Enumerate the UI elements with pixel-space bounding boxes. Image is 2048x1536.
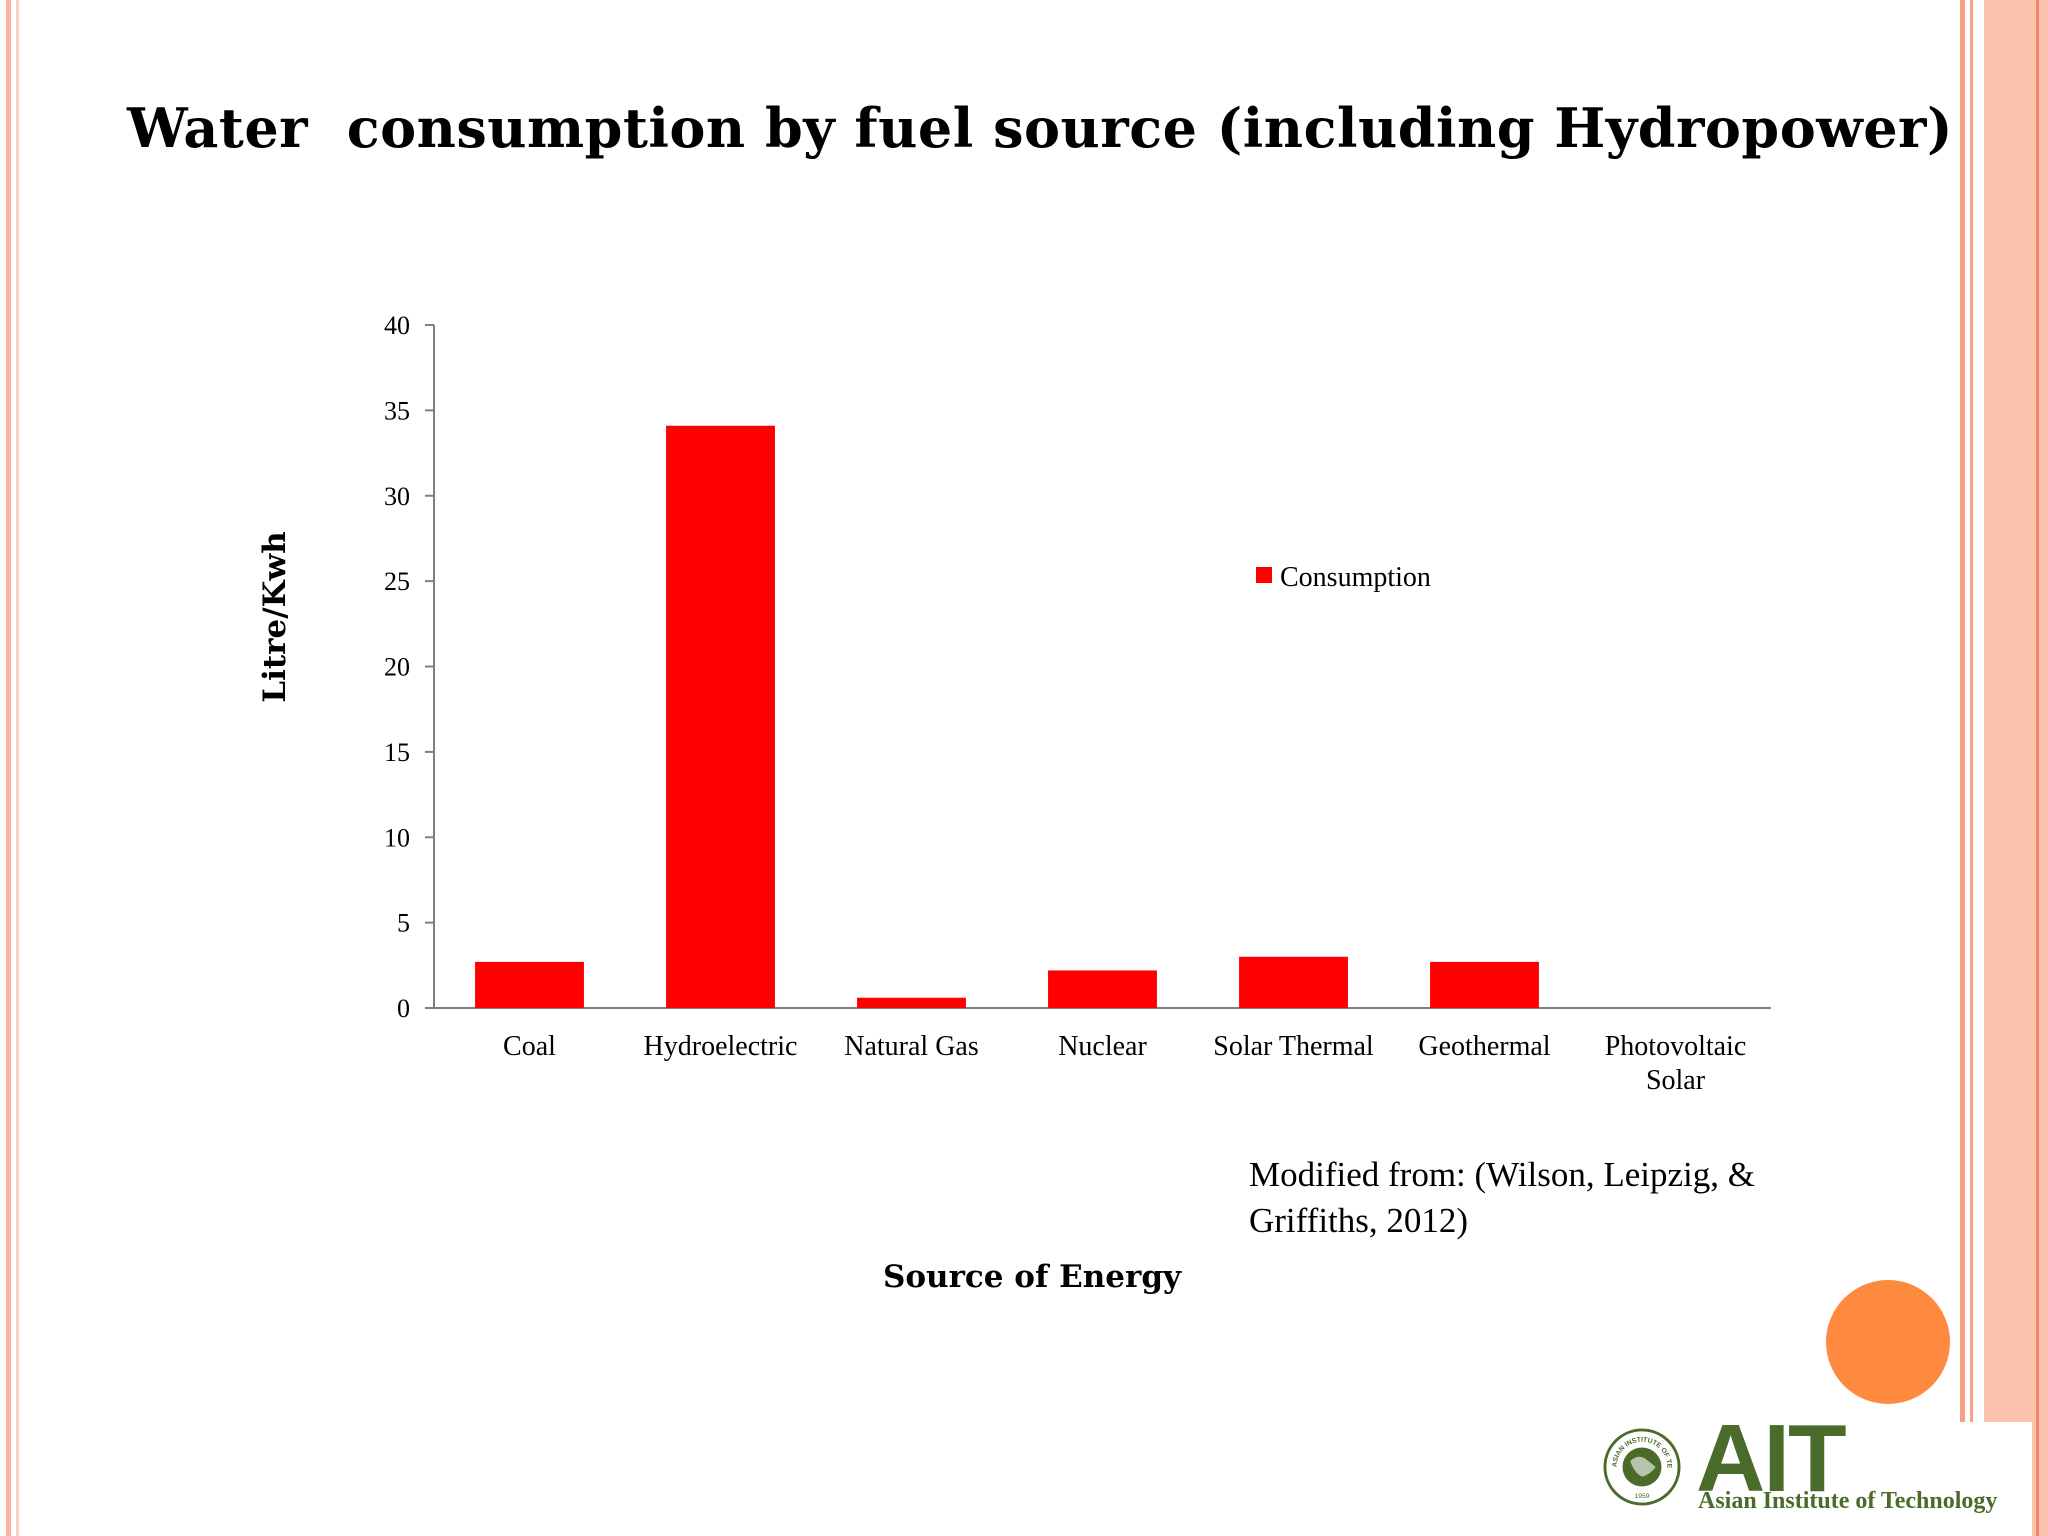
border-line-left-2 (16, 0, 19, 1536)
bar-nuclear (1048, 970, 1157, 1008)
x-tick-label: Photovoltaic Solar (1605, 1031, 1747, 1096)
y-tick-label: 20 (384, 653, 410, 682)
y-tick-label: 30 (384, 482, 410, 511)
x-tick-label: Geothermal (1418, 1031, 1550, 1062)
x-tick-label: Natural Gas (844, 1031, 979, 1062)
y-axis-label: Litre/Kwh (257, 531, 293, 702)
chart-marks: 0 5 10 15 20 25 30 35 40 Coal Hydroelectric Natural… (257, 311, 1771, 1295)
border-line-left-1 (6, 0, 11, 1536)
slide-title: Water consumption by fuel source (includ… (126, 96, 1954, 160)
border-line-right-1 (1960, 0, 1965, 1536)
legend-swatch (1256, 567, 1272, 583)
x-axis-label: Source of Energy (883, 1259, 1182, 1295)
x-tick-label: Coal (503, 1031, 556, 1062)
border-line-right-2 (1970, 0, 1973, 1536)
logo-institute-name: Asian Institute of Technology (1698, 1488, 1998, 1514)
y-tick-label: 40 (384, 311, 410, 340)
citation: Modified from: (Wilson, Leipzig, & Griff… (1249, 1155, 1755, 1240)
globe-seal-icon: ASIAN INSTITUTE OF TECHNOLOGY 1959 (1603, 1428, 1681, 1506)
ait-logo: ASIAN INSTITUTE OF TECHNOLOGY 1959 AIT A… (1590, 1405, 2032, 1536)
y-tick-label: 5 (397, 909, 410, 938)
x-tick-label: Solar Thermal (1213, 1031, 1374, 1062)
x-tick-label: Hydroelectric (644, 1031, 798, 1062)
bar-solar-thermal (1239, 956, 1348, 1008)
seal-year: 1959 (1634, 1493, 1649, 1500)
y-tick-label: 35 (384, 396, 410, 425)
y-tick-label: 25 (384, 567, 410, 596)
border-line-right-3 (2036, 0, 2039, 1536)
y-tick-label: 0 (397, 994, 410, 1023)
y-tick-label: 10 (384, 823, 410, 852)
legend-label: Consumption (1280, 562, 1431, 593)
logo-wordmark: AIT (1696, 1405, 1847, 1512)
x-tick-label: Nuclear (1058, 1031, 1147, 1062)
bar-coal (475, 961, 584, 1008)
accent-circle (1826, 1280, 1950, 1404)
bar-natural-gas (857, 997, 966, 1008)
bar-hydroelectric (666, 425, 775, 1008)
y-tick-label: 15 (384, 738, 410, 767)
bar-geothermal (1430, 961, 1539, 1008)
